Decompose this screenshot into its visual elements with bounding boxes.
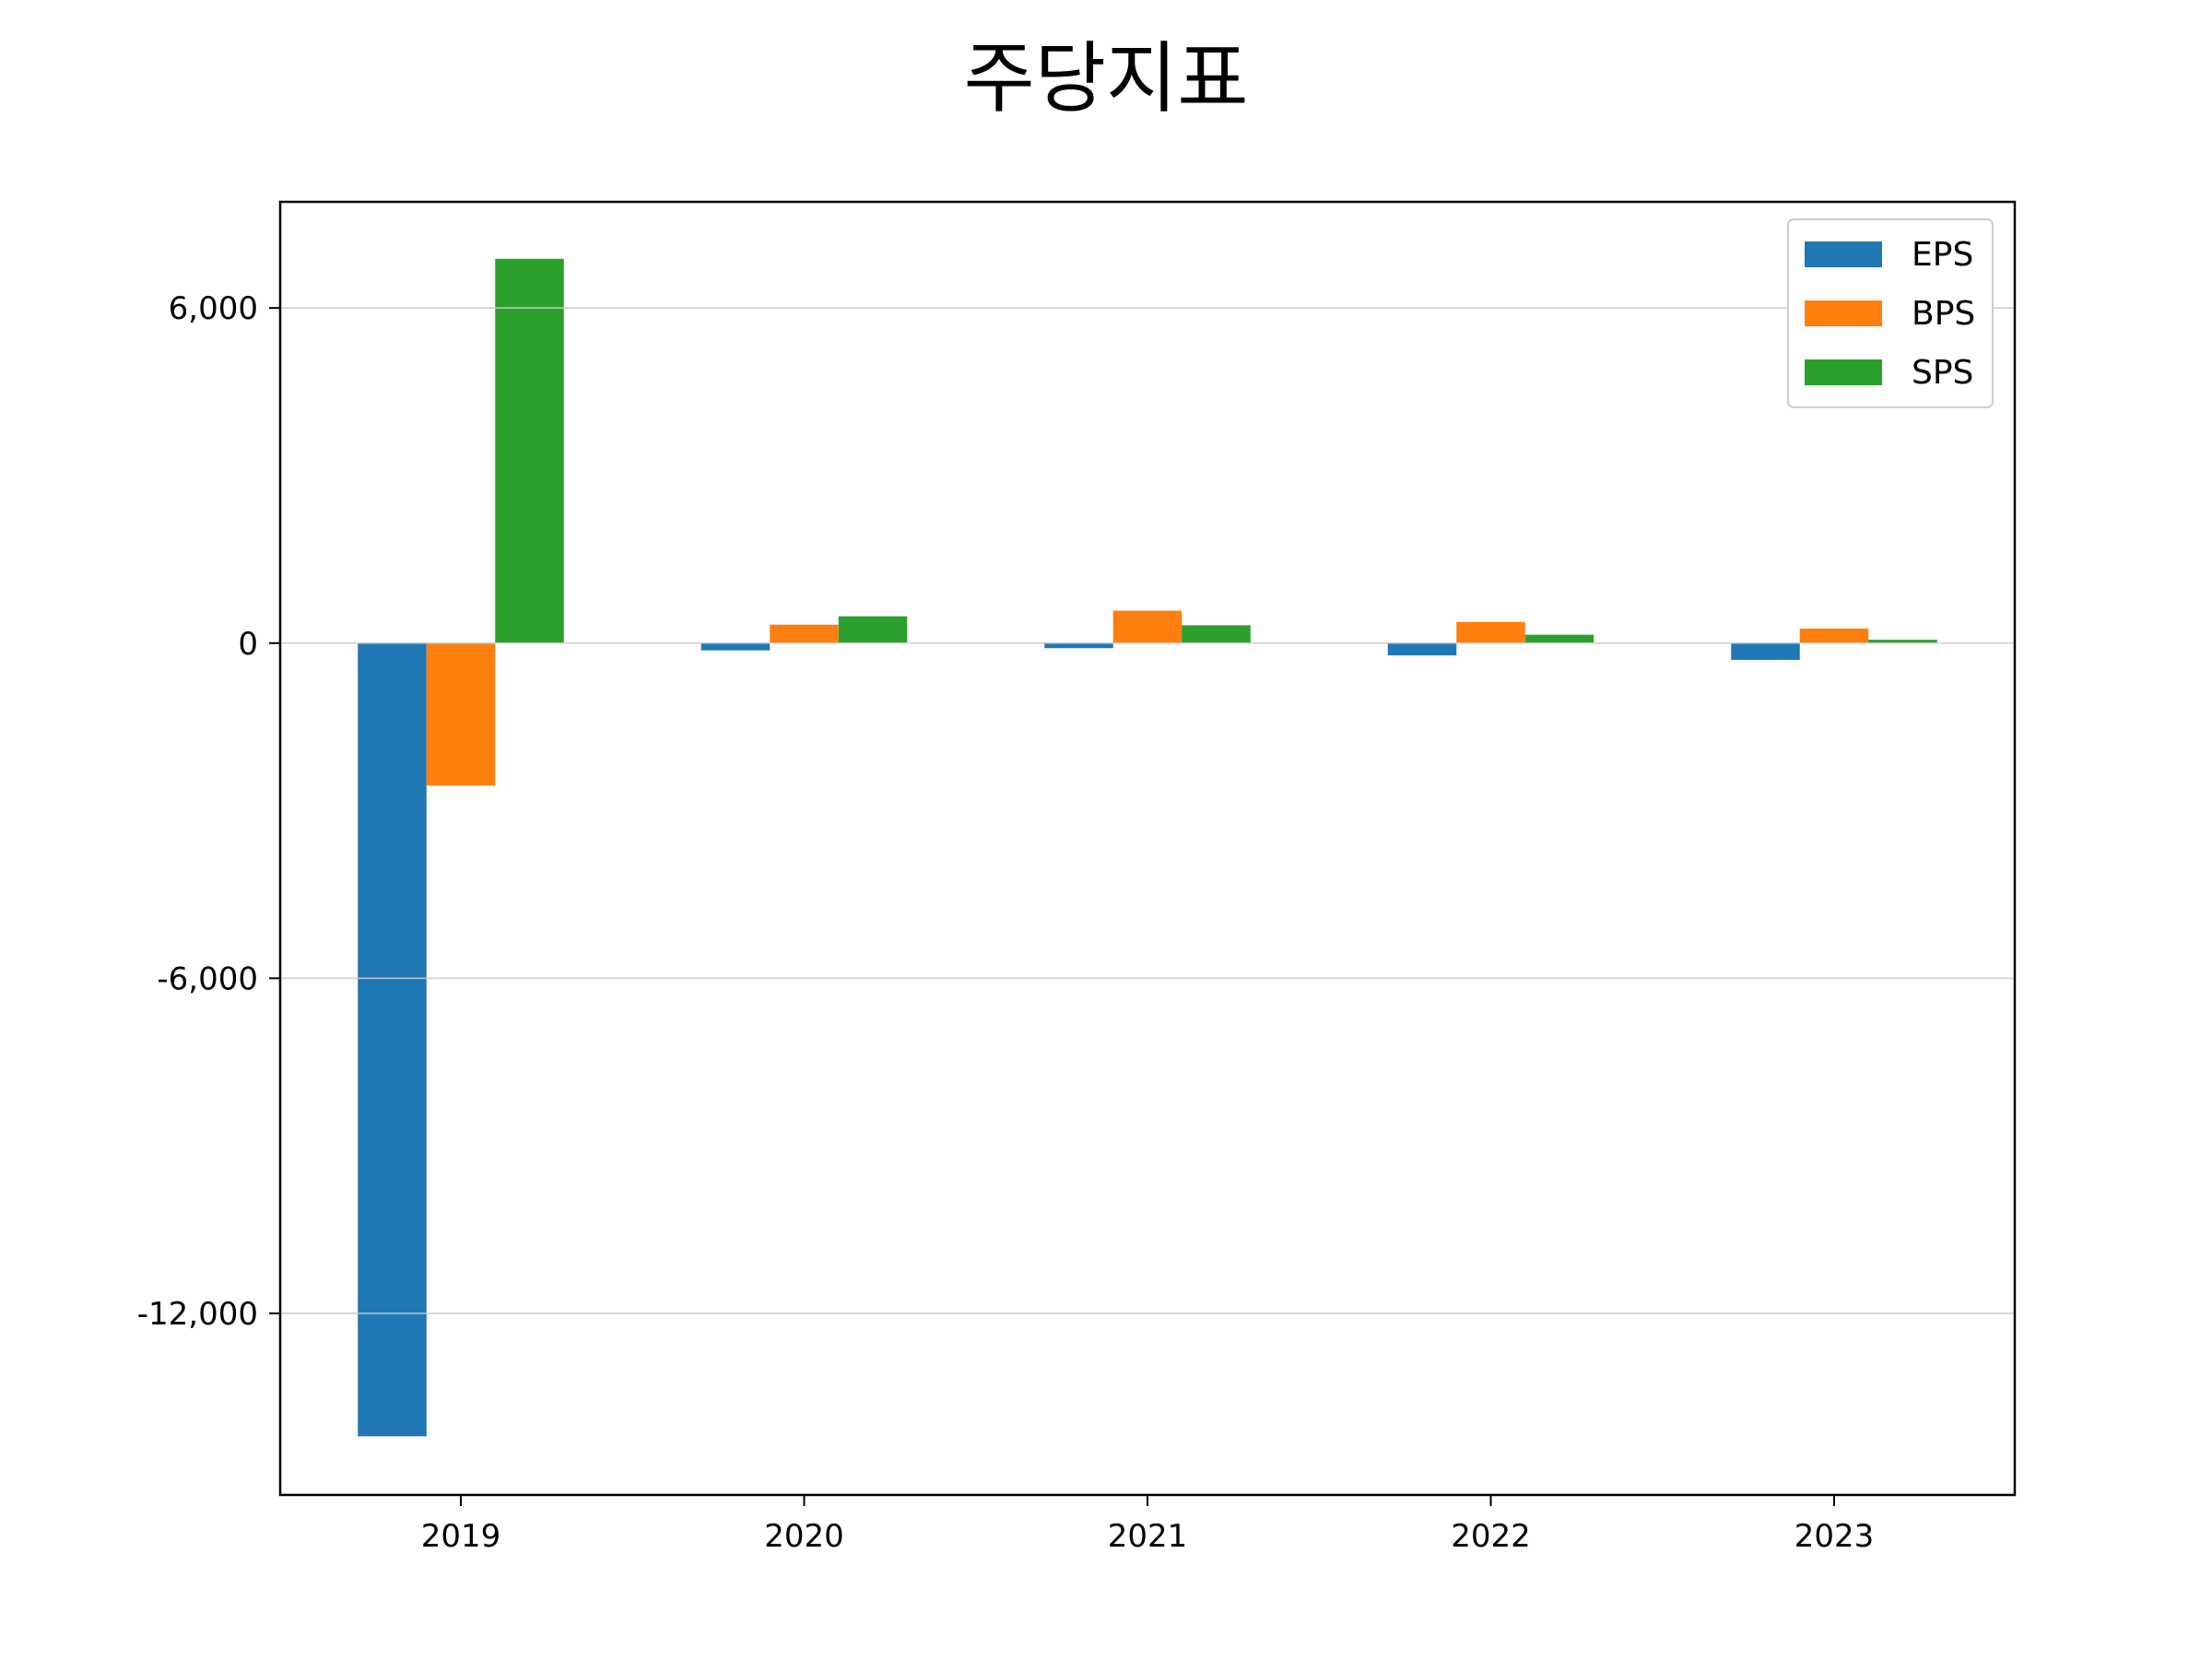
bar-eps-2022 [1387,642,1457,656]
bar-sps-2019 [495,258,564,643]
x-tick-label: 2020 [764,1518,844,1555]
x-tick-label: 2021 [1108,1518,1188,1555]
bar-eps-2023 [1731,642,1800,660]
bar-bps-2023 [1799,629,1869,643]
y-tick-label: -12,000 [137,1296,258,1333]
legend: EPS BPS SPS [1787,218,1994,408]
y-tick-label: 6,000 [169,290,258,327]
bar-bps-2022 [1456,621,1525,643]
bar-sps-2022 [1524,634,1594,643]
bars [280,258,2015,1437]
bar-eps-2020 [700,642,771,651]
bar-sps-2020 [838,616,908,643]
bar-eps-2019 [358,642,427,1437]
bar-bps-2019 [426,642,496,786]
x-tick-label: 2023 [1794,1518,1875,1555]
bar-sps-2021 [1182,625,1251,643]
plot-frame [278,200,2017,1497]
chart-title: 주당지표 [963,33,1249,124]
bar-bps-2020 [770,624,839,643]
bar-bps-2021 [1112,610,1182,643]
legend-swatch-bps [1805,300,1882,326]
legend-swatch-sps [1805,359,1882,385]
bar-sps-2023 [1868,640,1937,643]
x-tick-label: 2019 [421,1518,501,1555]
y-tick-label: 0 [238,626,258,663]
axes: 6,000 0 -6,000 -12,000 2019 2020 2021 2022 2023 [137,200,2017,1555]
bar-eps-2021 [1044,642,1113,649]
x-tick-label: 2022 [1451,1518,1531,1555]
y-tick-label: -6,000 [157,960,258,997]
legend-swatch-eps [1805,241,1882,267]
legend-label-bps: BPS [1912,295,1975,333]
legend-label-eps: EPS [1912,236,1973,274]
legend-label-sps: SPS [1912,354,1973,392]
